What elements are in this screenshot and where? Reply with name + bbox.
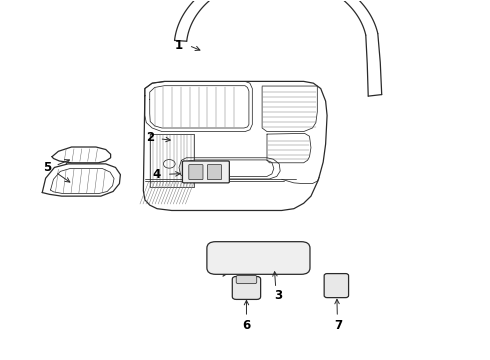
FancyBboxPatch shape — [324, 274, 348, 298]
Text: 2: 2 — [146, 131, 154, 144]
FancyBboxPatch shape — [189, 165, 203, 180]
FancyBboxPatch shape — [232, 276, 261, 300]
Text: 4: 4 — [152, 168, 160, 181]
Text: 5: 5 — [43, 161, 51, 174]
Text: 6: 6 — [243, 319, 250, 332]
Text: 3: 3 — [274, 289, 282, 302]
FancyBboxPatch shape — [182, 161, 229, 183]
FancyBboxPatch shape — [207, 165, 221, 180]
Text: 1: 1 — [175, 39, 183, 52]
FancyBboxPatch shape — [207, 242, 310, 274]
Text: 7: 7 — [334, 319, 342, 332]
FancyBboxPatch shape — [236, 275, 257, 284]
